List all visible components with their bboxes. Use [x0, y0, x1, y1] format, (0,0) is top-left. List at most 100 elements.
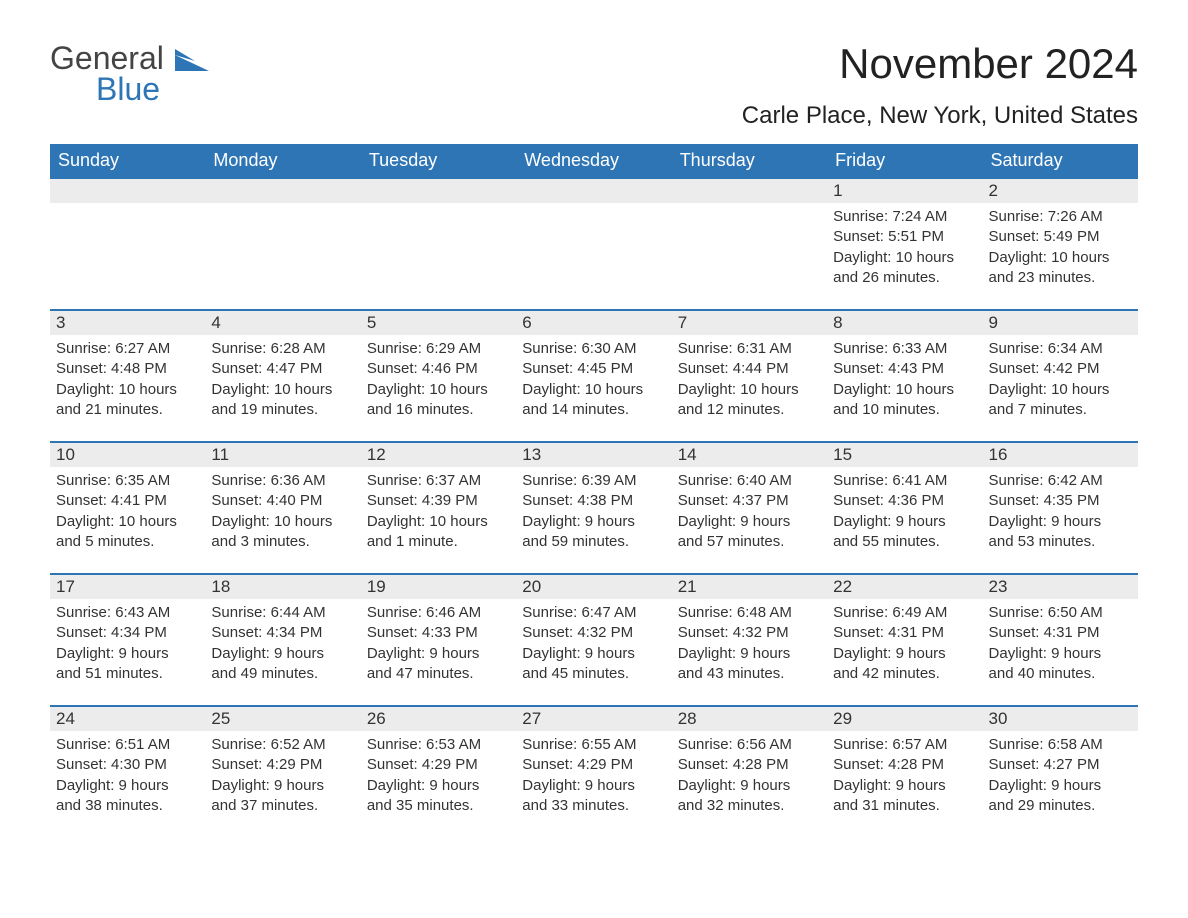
daylight-line-1: Daylight: 10 hours — [211, 380, 354, 400]
sunset-value: 5:49 PM — [1044, 228, 1100, 245]
sunrise-value: 6:46 AM — [426, 604, 481, 621]
day-number: 1 — [827, 177, 982, 203]
sunrise-value: 6:52 AM — [271, 736, 326, 753]
daylight-line-2: and 19 minutes. — [211, 400, 354, 420]
daylight-line-2: and 31 minutes. — [833, 796, 976, 816]
calendar-day-cell: 9Sunrise: 6:34 AMSunset: 4:42 PMDaylight… — [983, 309, 1138, 441]
sunset-label: Sunset: — [367, 624, 422, 641]
sunset-label: Sunset: — [56, 492, 111, 509]
day-details: Sunrise: 6:37 AMSunset: 4:39 PMDaylight:… — [361, 467, 516, 556]
daylight-hours: 9 hours — [429, 645, 479, 662]
sunset-value: 4:39 PM — [422, 492, 478, 509]
sunset-value: 4:42 PM — [1044, 360, 1100, 377]
sunrise-value: 7:24 AM — [892, 208, 947, 225]
daylight-hours: 9 hours — [896, 777, 946, 794]
daylight-label: Daylight: — [678, 777, 741, 794]
sunrise-label: Sunrise: — [678, 340, 737, 357]
empty-day-bar — [361, 177, 516, 203]
sunrise-line: Sunrise: 6:39 AM — [522, 471, 665, 491]
daylight-line-2: and 40 minutes. — [989, 664, 1132, 684]
sunrise-value: 6:31 AM — [737, 340, 792, 357]
sunrise-label: Sunrise: — [211, 604, 270, 621]
daylight-line-1: Daylight: 9 hours — [56, 776, 199, 796]
calendar-day-cell: 19Sunrise: 6:46 AMSunset: 4:33 PMDayligh… — [361, 573, 516, 705]
calendar-day-cell: 26Sunrise: 6:53 AMSunset: 4:29 PMDayligh… — [361, 705, 516, 837]
day-details: Sunrise: 7:26 AMSunset: 5:49 PMDaylight:… — [983, 203, 1138, 292]
daylight-line-1: Daylight: 10 hours — [678, 380, 821, 400]
sunset-label: Sunset: — [989, 756, 1044, 773]
day-details: Sunrise: 6:55 AMSunset: 4:29 PMDaylight:… — [516, 731, 671, 820]
daylight-line-1: Daylight: 10 hours — [833, 248, 976, 268]
calendar-day-cell: 21Sunrise: 6:48 AMSunset: 4:32 PMDayligh… — [672, 573, 827, 705]
sunrise-value: 6:55 AM — [581, 736, 636, 753]
daylight-line-2: and 10 minutes. — [833, 400, 976, 420]
sunset-label: Sunset: — [678, 360, 733, 377]
day-details: Sunrise: 6:56 AMSunset: 4:28 PMDaylight:… — [672, 731, 827, 820]
sunrise-value: 7:26 AM — [1048, 208, 1103, 225]
sunrise-value: 6:41 AM — [892, 472, 947, 489]
sunset-line: Sunset: 4:29 PM — [367, 755, 510, 775]
sunrise-line: Sunrise: 6:41 AM — [833, 471, 976, 491]
daylight-label: Daylight: — [522, 381, 585, 398]
sunrise-label: Sunrise: — [522, 736, 581, 753]
calendar-day-cell — [50, 177, 205, 309]
daylight-label: Daylight: — [211, 645, 274, 662]
sunrise-line: Sunrise: 6:42 AM — [989, 471, 1132, 491]
calendar-week-row: 10Sunrise: 6:35 AMSunset: 4:41 PMDayligh… — [50, 441, 1138, 573]
day-number: 13 — [516, 441, 671, 467]
calendar-day-cell — [672, 177, 827, 309]
sunset-label: Sunset: — [678, 756, 733, 773]
daylight-label: Daylight: — [989, 249, 1052, 266]
sunset-value: 4:28 PM — [733, 756, 789, 773]
sunrise-line: Sunrise: 6:51 AM — [56, 735, 199, 755]
calendar-day-cell: 17Sunrise: 6:43 AMSunset: 4:34 PMDayligh… — [50, 573, 205, 705]
sunset-line: Sunset: 4:34 PM — [56, 623, 199, 643]
sunset-line: Sunset: 4:41 PM — [56, 491, 199, 511]
day-number: 7 — [672, 309, 827, 335]
day-details: Sunrise: 7:24 AMSunset: 5:51 PMDaylight:… — [827, 203, 982, 292]
sunrise-label: Sunrise: — [211, 340, 270, 357]
sunset-line: Sunset: 4:45 PM — [522, 359, 665, 379]
empty-day-bar — [50, 177, 205, 203]
calendar-day-cell — [205, 177, 360, 309]
daylight-line-1: Daylight: 9 hours — [678, 776, 821, 796]
sunset-value: 4:47 PM — [266, 360, 322, 377]
calendar-body: 1Sunrise: 7:24 AMSunset: 5:51 PMDaylight… — [50, 177, 1138, 837]
daylight-label: Daylight: — [833, 381, 896, 398]
sunset-label: Sunset: — [522, 756, 577, 773]
sunrise-label: Sunrise: — [522, 604, 581, 621]
sunrise-value: 6:30 AM — [581, 340, 636, 357]
calendar-table: SundayMondayTuesdayWednesdayThursdayFrid… — [50, 144, 1138, 837]
sunrise-line: Sunrise: 6:46 AM — [367, 603, 510, 623]
sunset-value: 4:38 PM — [577, 492, 633, 509]
calendar-week-row: 3Sunrise: 6:27 AMSunset: 4:48 PMDaylight… — [50, 309, 1138, 441]
calendar-day-cell: 27Sunrise: 6:55 AMSunset: 4:29 PMDayligh… — [516, 705, 671, 837]
sunrise-value: 6:39 AM — [581, 472, 636, 489]
sunset-value: 4:31 PM — [1044, 624, 1100, 641]
calendar-day-cell: 2Sunrise: 7:26 AMSunset: 5:49 PMDaylight… — [983, 177, 1138, 309]
daylight-hours: 9 hours — [585, 513, 635, 530]
daylight-line-1: Daylight: 9 hours — [56, 644, 199, 664]
day-number: 5 — [361, 309, 516, 335]
daylight-line-2: and 37 minutes. — [211, 796, 354, 816]
daylight-line-2: and 59 minutes. — [522, 532, 665, 552]
calendar-day-cell: 1Sunrise: 7:24 AMSunset: 5:51 PMDaylight… — [827, 177, 982, 309]
daylight-hours: 10 hours — [274, 381, 332, 398]
empty-day-bar — [205, 177, 360, 203]
sunrise-value: 6:47 AM — [581, 604, 636, 621]
sunset-line: Sunset: 4:30 PM — [56, 755, 199, 775]
day-details: Sunrise: 6:36 AMSunset: 4:40 PMDaylight:… — [205, 467, 360, 556]
day-details: Sunrise: 6:47 AMSunset: 4:32 PMDaylight:… — [516, 599, 671, 688]
sunset-line: Sunset: 4:33 PM — [367, 623, 510, 643]
daylight-hours: 9 hours — [585, 645, 635, 662]
sunrise-label: Sunrise: — [678, 604, 737, 621]
sunrise-label: Sunrise: — [56, 472, 115, 489]
sunrise-value: 6:42 AM — [1048, 472, 1103, 489]
daylight-line-2: and 45 minutes. — [522, 664, 665, 684]
daylight-label: Daylight: — [678, 513, 741, 530]
day-details: Sunrise: 6:31 AMSunset: 4:44 PMDaylight:… — [672, 335, 827, 424]
location-subtitle: Carle Place, New York, United States — [742, 102, 1138, 130]
daylight-label: Daylight: — [833, 777, 896, 794]
sunset-line: Sunset: 4:28 PM — [678, 755, 821, 775]
sunset-line: Sunset: 4:39 PM — [367, 491, 510, 511]
